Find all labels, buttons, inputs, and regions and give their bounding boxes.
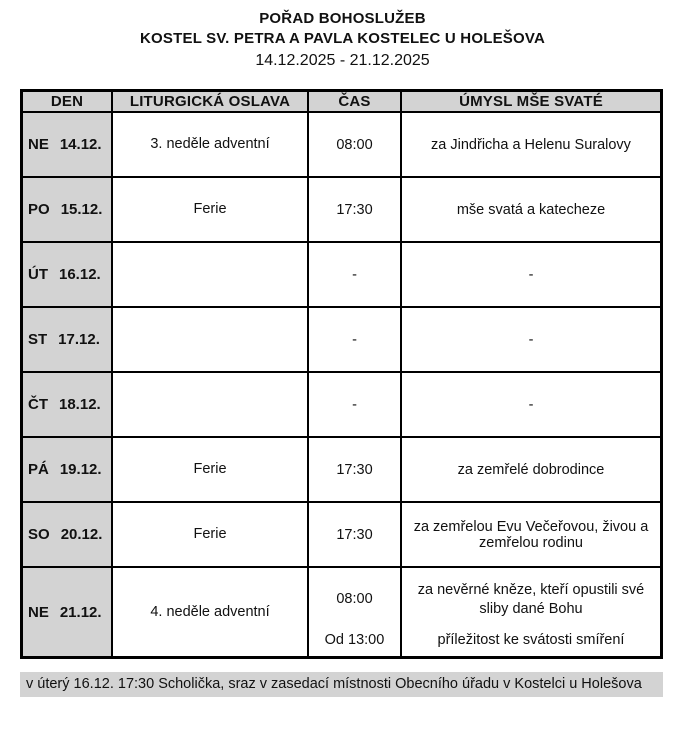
time-value: 08:00 [336,591,373,607]
day-abbr: NE [28,603,49,621]
table-row: NE 14.12. 3. neděle adventní 08:00 za Ji… [23,113,660,178]
table-row: SO 20.12. Ferie 17:30 za zemřelou Evu Ve… [23,503,660,568]
intention-cell: za Jindřicha a Helenu Suralovy [431,136,631,153]
day-cell: NE 21.12. [23,568,113,656]
table-row: ÚT 16.12. - - [23,243,660,308]
day-abbr: ÚT [28,266,48,283]
intention-cell: - [528,331,534,348]
intention-value-secondary: příležitost ke svátosti smíření [437,632,625,648]
time-cell: 17:30 [309,178,402,241]
day-date: 17.12. [58,331,100,348]
day-abbr: NE [28,136,49,153]
celebration-cell: 3. neděle adventní [113,113,309,176]
intention-cell: za zemřelé dobrodince [457,461,605,478]
intention-value: za nevěrné kněze, kteří opustili své sli… [417,581,645,617]
day-cell: ST 17.12. [23,308,113,371]
day-date: 15.12. [60,201,103,218]
day-abbr: ČT [28,396,48,413]
time-cell: - [309,308,402,371]
day-abbr: ST [28,331,48,348]
schedule-table: DEN LITURGICKÁ OSLAVA ČAS ÚMYSL MŠE SVAT… [20,89,663,659]
day-date: 20.12. [60,526,103,543]
column-header-liturgicka-oslava: LITURGICKÁ OSLAVA [113,92,309,111]
day-cell: ÚT 16.12. [23,243,113,306]
column-header-umysl: ÚMYSL MŠE SVATÉ [402,92,660,111]
day-cell: ČT 18.12. [23,373,113,436]
time-cell: - [309,243,402,306]
day-date: 18.12. [59,396,101,413]
table-row: PÁ 19.12. Ferie 17:30 za zemřelé dobrodi… [23,438,660,503]
celebration-cell: Ferie [113,178,309,241]
table-row: PO 15.12. Ferie 17:30 mše svatá a katech… [23,178,660,243]
table-header-row: DEN LITURGICKÁ OSLAVA ČAS ÚMYSL MŠE SVAT… [23,92,660,113]
day-abbr: PÁ [28,461,49,478]
time-cell: 17:30 [309,438,402,501]
footer-note: v úterý 16.12. 17:30 Scholička, sraz v z… [20,672,663,697]
time-cell: 17:30 [309,503,402,566]
day-date: 19.12. [59,461,102,478]
column-header-den: DEN [23,92,113,111]
day-cell: PÁ 19.12. [23,438,113,501]
church-name: KOSTEL SV. PETRA A PAVLA KOSTELEC U HOLE… [140,30,545,47]
celebration-cell [113,373,309,436]
day-cell: NE 14.12. [23,113,113,176]
title-block: POŘAD BOHOSLUŽEB KOSTEL SV. PETRA A PAVL… [20,9,665,72]
time-value-secondary: Od 13:00 [324,632,385,648]
page-title: POŘAD BOHOSLUŽEB [259,10,426,27]
intention-cell: - [528,396,534,413]
day-cell: PO 15.12. [23,178,113,241]
time-cell: 08:00 [309,113,402,176]
day-date: 14.12. [59,136,102,153]
table-row: NE 21.12. 4. neděle adventní 08:00 Od 13… [23,568,660,656]
intention-cell: - [528,266,534,283]
day-abbr: PO [28,201,50,218]
celebration-cell [113,308,309,371]
celebration-cell: Ferie [113,438,309,501]
intention-cell: za zemřelou Evu Večeřovou, živou a zemře… [413,518,649,551]
date-range: 14.12.2025 - 21.12.2025 [255,52,430,69]
intention-cell: mše svatá a katecheze [456,201,606,218]
day-abbr: SO [28,526,50,543]
table-row: ST 17.12. - - [23,308,660,373]
intention-cell: za nevěrné kněze, kteří opustili své sli… [402,568,660,656]
table-row: ČT 18.12. - - [23,373,660,438]
celebration-cell [113,243,309,306]
day-date: 21.12. [59,603,102,621]
time-cell: 08:00 Od 13:00 [309,568,402,656]
bulletin-page: POŘAD BOHOSLUŽEB KOSTEL SV. PETRA A PAVL… [20,9,665,697]
day-cell: SO 20.12. [23,503,113,566]
celebration-cell: Ferie [113,503,309,566]
day-date: 16.12. [59,266,101,283]
time-cell: - [309,373,402,436]
column-header-cas: ČAS [309,92,402,111]
celebration-cell: 4. neděle adventní [113,568,309,656]
